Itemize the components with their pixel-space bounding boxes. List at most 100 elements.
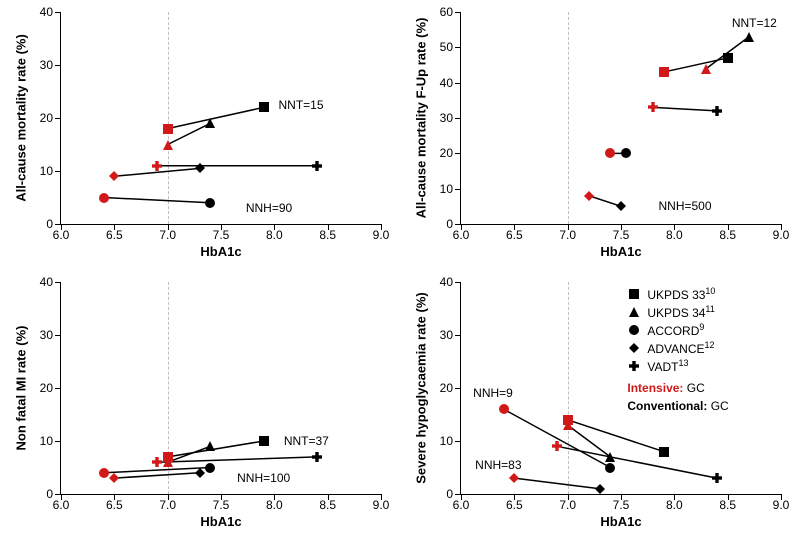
circle-marker: [504, 409, 505, 410]
xlabel: HbA1c: [200, 514, 241, 529]
xtick-label: 8.5: [319, 498, 336, 512]
xlabel: HbA1c: [600, 244, 641, 259]
xlabel: HbA1c: [200, 244, 241, 259]
xtick-label: 9.0: [373, 498, 390, 512]
panel-2: 0102030406.06.57.07.58.08.59.0HbA1cNon f…: [0, 270, 400, 540]
panel-0: 0102030406.06.57.07.58.08.59.0HbA1cAll-c…: [0, 0, 400, 270]
square-marker: [168, 129, 169, 130]
xtick-label: 8.0: [666, 498, 683, 512]
lines: [61, 12, 381, 224]
lines: [61, 282, 381, 494]
plus-marker: [157, 462, 158, 463]
legend: UKPDS 3310 UKPDS 3411 ACCORD9 ADVANCE12 VADT…: [627, 286, 728, 416]
xtick-label: 6.0: [53, 228, 70, 242]
annotation: NNH=100: [237, 471, 290, 485]
xtick-label: 6.5: [106, 228, 123, 242]
ytick-label: 10: [40, 434, 53, 448]
plot-area: 0102030406.06.57.07.58.08.59.0HbA1cSever…: [460, 282, 781, 495]
plus-marker: [634, 366, 635, 367]
panel-1: 01020304050606.06.57.07.58.08.59.0HbA1cA…: [400, 0, 800, 270]
square-marker: [728, 58, 729, 59]
diamond-marker: [600, 489, 601, 490]
xtick-label: 7.5: [613, 498, 630, 512]
annotation: NNH=90: [246, 201, 292, 215]
ytick-label: 20: [440, 146, 453, 160]
ytick-label: 20: [40, 111, 53, 125]
triangle-marker: [706, 69, 707, 70]
plus-marker: [717, 478, 718, 479]
xtick-label: 7.0: [559, 498, 576, 512]
legend-label: UKPDS 3310: [647, 286, 715, 302]
plot-area: 0102030406.06.57.07.58.08.59.0HbA1cAll-c…: [60, 12, 381, 225]
ylabel: Severe hypoglycaemia rate (%): [414, 292, 429, 483]
plus-marker: [557, 446, 558, 447]
ytick-label: 10: [40, 164, 53, 178]
triangle-marker: [168, 462, 169, 463]
annotation: NNH=500: [658, 199, 711, 213]
ytick-label: 30: [440, 111, 453, 125]
ylabel: All-cause mortality rate (%): [14, 34, 29, 202]
legend-row: UKPDS 3411: [627, 304, 728, 320]
ytick-label: 60: [440, 5, 453, 19]
ytick-label: 40: [440, 76, 453, 90]
square-marker: [264, 441, 265, 442]
xtick-label: 7.0: [159, 498, 176, 512]
legend-key: Conventional: GC: [627, 398, 728, 414]
ytick-label: 30: [440, 328, 453, 342]
legend-row: ACCORD9: [627, 322, 728, 338]
legend-row: ADVANCE12: [627, 340, 728, 356]
diamond-marker: [114, 176, 115, 177]
diamond-marker: [200, 168, 201, 169]
diamond-marker: [589, 196, 590, 197]
legend-label: ADVANCE12: [647, 340, 714, 356]
square-marker: [664, 72, 665, 73]
xtick-label: 8.0: [666, 228, 683, 242]
ytick-label: 10: [440, 434, 453, 448]
xtick-label: 7.5: [213, 498, 230, 512]
ytick-label: 40: [40, 5, 53, 19]
xtick-label: 6.0: [453, 228, 470, 242]
annotation: NNT=15: [278, 98, 323, 112]
triangle-marker: [749, 37, 750, 38]
circle-marker: [626, 153, 627, 154]
legend-row: VADT13: [627, 358, 728, 374]
xtick-label: 6.0: [453, 498, 470, 512]
xtick-label: 9.0: [373, 228, 390, 242]
circle-marker: [610, 468, 611, 469]
diamond-marker: [200, 473, 201, 474]
plus-marker: [317, 166, 318, 167]
panel-3: 0102030406.06.57.07.58.08.59.0HbA1cSever…: [400, 270, 800, 540]
triangle-marker: [210, 123, 211, 124]
xtick-label: 6.5: [506, 498, 523, 512]
legend-row: UKPDS 3310: [627, 286, 728, 302]
legend-label: VADT13: [647, 358, 688, 374]
annotation: NNH=9: [473, 386, 513, 400]
square-marker: [264, 107, 265, 108]
triangle-marker: [568, 425, 569, 426]
ylabel: All-cause mortality F-Up rate (%): [414, 18, 429, 219]
triangle-marker: [210, 446, 211, 447]
xtick-label: 6.5: [106, 498, 123, 512]
xtick-label: 7.5: [613, 228, 630, 242]
circle-marker: [104, 198, 105, 199]
plot-area: 01020304050606.06.57.07.58.08.59.0HbA1cA…: [460, 12, 781, 225]
xtick-label: 9.0: [773, 228, 790, 242]
ytick-label: 40: [40, 275, 53, 289]
diamond-marker: [634, 348, 635, 349]
diamond-marker: [514, 478, 515, 479]
circle-marker: [210, 468, 211, 469]
ytick-label: 30: [40, 328, 53, 342]
xtick-label: 6.0: [53, 498, 70, 512]
xtick-label: 7.5: [213, 228, 230, 242]
lines: [461, 12, 781, 224]
plot-area: 0102030406.06.57.07.58.08.59.0HbA1cNon f…: [60, 282, 381, 495]
diamond-marker: [114, 478, 115, 479]
square-marker: [664, 452, 665, 453]
legend-key: Intensive: GC: [627, 380, 728, 396]
ytick-label: 20: [440, 381, 453, 395]
triangle-marker: [168, 145, 169, 146]
legend-label: ACCORD9: [647, 322, 704, 338]
xtick-label: 9.0: [773, 498, 790, 512]
plus-marker: [717, 111, 718, 112]
plus-marker: [653, 107, 654, 108]
